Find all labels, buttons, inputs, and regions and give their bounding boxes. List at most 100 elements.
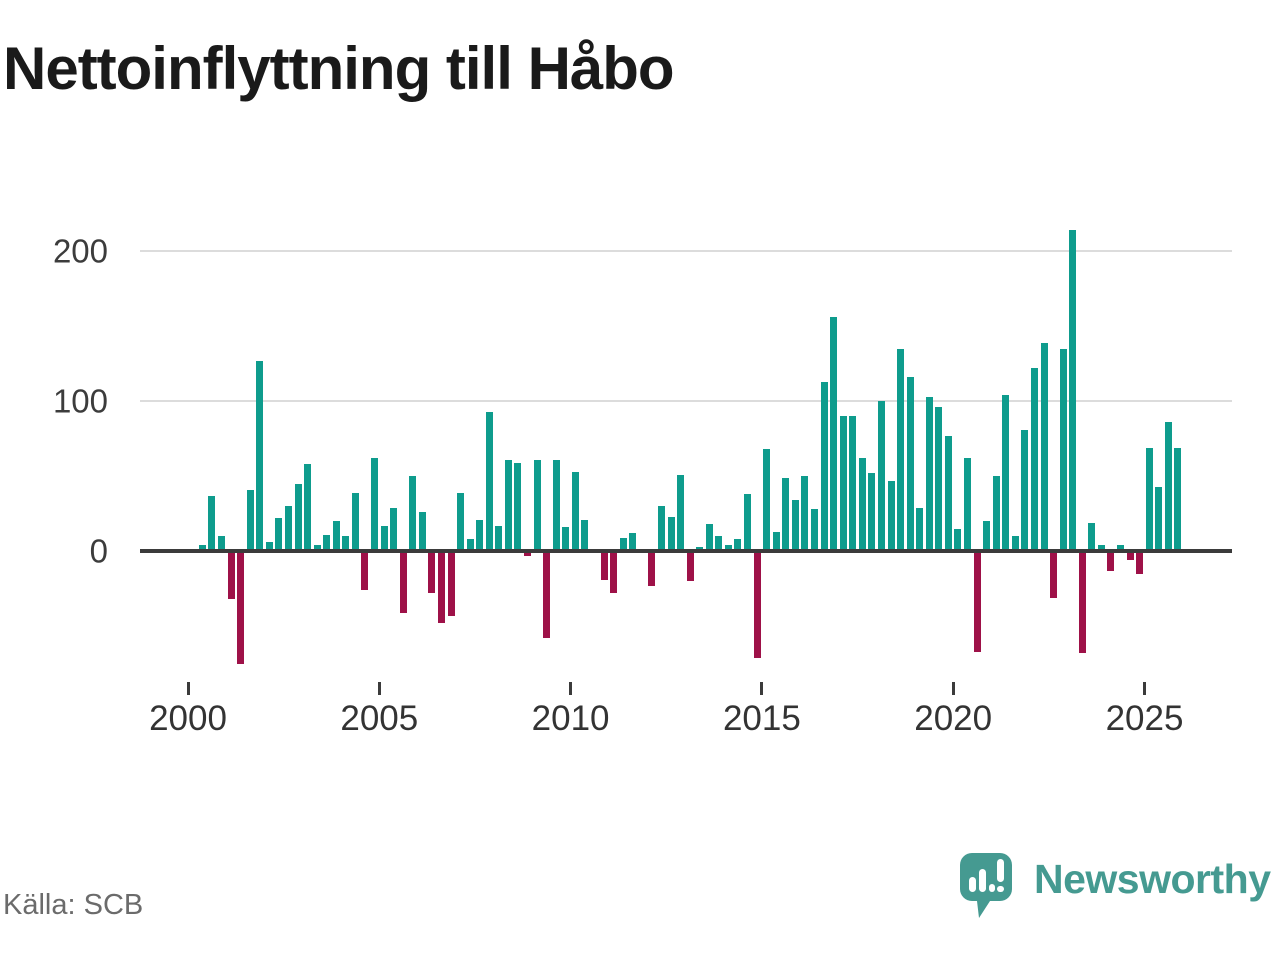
bar-2006-q4 bbox=[447, 551, 455, 616]
bar-2002-q1 bbox=[265, 542, 273, 551]
x-axis-tick-2025 bbox=[1143, 682, 1146, 695]
bar-2024-q1 bbox=[1107, 551, 1115, 571]
bar-2005-q1 bbox=[380, 525, 388, 551]
bar-2004-q3 bbox=[361, 551, 369, 590]
gridline-200 bbox=[140, 250, 1232, 252]
bar-2025-q1 bbox=[1145, 447, 1153, 551]
bar-2008-q2 bbox=[504, 459, 512, 551]
bar-2009-q4 bbox=[562, 527, 570, 551]
bar-2012-q3 bbox=[667, 516, 675, 551]
bar-2003-q1 bbox=[304, 464, 312, 551]
x-axis-tick-2020 bbox=[951, 682, 955, 695]
bar-2014-q2 bbox=[734, 539, 742, 551]
bar-2002-q4 bbox=[294, 483, 302, 551]
bar-2005-q4 bbox=[409, 476, 417, 551]
bar-2012-q2 bbox=[657, 506, 665, 551]
bar-2016-q3 bbox=[820, 381, 828, 551]
x-axis-tick-2010 bbox=[569, 682, 573, 695]
bar-2017-q2 bbox=[849, 416, 857, 551]
bar-2013-q2 bbox=[696, 546, 704, 551]
bar-2009-q3 bbox=[552, 459, 560, 551]
bar-2015-q2 bbox=[772, 531, 780, 551]
bar-2023-q1 bbox=[1069, 230, 1077, 551]
bar-2006-q2 bbox=[428, 551, 436, 593]
bar-2013-q3 bbox=[705, 524, 713, 551]
bar-2019-q4 bbox=[944, 435, 952, 551]
bar-2002-q3 bbox=[284, 506, 292, 551]
bar-2018-q3 bbox=[897, 348, 905, 551]
bar-2013-q1 bbox=[686, 551, 694, 581]
source-note: Källa: SCB bbox=[3, 889, 144, 921]
bar-2011-q1 bbox=[610, 551, 618, 593]
bar-2019-q2 bbox=[925, 396, 933, 551]
y-axis-label-200: 200 bbox=[52, 232, 108, 270]
bar-2001-q1 bbox=[227, 551, 235, 599]
x-axis-label-2005: 2005 bbox=[340, 699, 419, 738]
bar-2003-q4 bbox=[332, 521, 340, 551]
bar-2021-q1 bbox=[992, 476, 1000, 551]
bar-2014-q4 bbox=[753, 551, 761, 658]
zero-axis-line bbox=[140, 549, 1232, 553]
x-axis-tick-2005 bbox=[377, 682, 381, 695]
newsworthy-speech-bubble-bar-chart-icon bbox=[960, 853, 1012, 918]
bar-2000-q4 bbox=[217, 536, 225, 551]
bar-2012-q4 bbox=[677, 474, 685, 551]
bar-2021-q3 bbox=[1011, 536, 1019, 551]
bar-2017-q4 bbox=[868, 473, 876, 551]
bar-2018-q4 bbox=[906, 377, 914, 551]
bar-2006-q3 bbox=[437, 551, 445, 623]
bar-2001-q3 bbox=[246, 489, 254, 551]
bar-2007-q2 bbox=[466, 539, 474, 551]
bar-2009-q1 bbox=[533, 459, 541, 551]
bar-2008-q4 bbox=[524, 551, 532, 556]
y-axis-label-0: 0 bbox=[89, 532, 108, 570]
bar-2008-q1 bbox=[495, 525, 503, 551]
bar-2024-q4 bbox=[1136, 551, 1144, 574]
x-axis-tick-2015 bbox=[760, 682, 764, 695]
gridline-100 bbox=[140, 400, 1232, 402]
bar-2011-q2 bbox=[619, 537, 627, 551]
newsworthy-logo-text: Newsworthy bbox=[1034, 856, 1271, 902]
bar-2024-q2 bbox=[1117, 545, 1125, 551]
bar-2025-q4 bbox=[1174, 447, 1182, 551]
bar-2004-q1 bbox=[342, 536, 350, 551]
bar-2006-q1 bbox=[418, 512, 426, 551]
bar-2001-q4 bbox=[256, 360, 264, 551]
bar-2017-q3 bbox=[858, 458, 866, 551]
x-axis-tick-2000 bbox=[186, 682, 190, 695]
bar-2024-q3 bbox=[1126, 551, 1134, 560]
bar-2015-q3 bbox=[782, 477, 790, 551]
bar-2007-q3 bbox=[476, 519, 484, 551]
bar-2000-q3 bbox=[208, 495, 216, 551]
bar-2022-q4 bbox=[1059, 348, 1067, 551]
bar-2018-q1 bbox=[877, 401, 885, 551]
bar-2019-q1 bbox=[916, 507, 924, 551]
bar-2003-q2 bbox=[313, 545, 321, 551]
bar-2018-q2 bbox=[887, 480, 895, 551]
bar-2016-q4 bbox=[830, 317, 838, 551]
bar-2022-q1 bbox=[1030, 368, 1038, 551]
bar-2005-q2 bbox=[390, 507, 398, 551]
bar-2022-q2 bbox=[1040, 342, 1048, 551]
bar-2016-q1 bbox=[801, 476, 809, 551]
bar-2017-q1 bbox=[839, 416, 847, 551]
bar-2021-q2 bbox=[1002, 395, 1010, 551]
chart-title: Nettoinflyttning till Håbo bbox=[3, 35, 675, 102]
bar-2023-q2 bbox=[1078, 551, 1086, 653]
bar-2003-q3 bbox=[323, 534, 331, 551]
bar-2015-q1 bbox=[763, 449, 771, 551]
x-axis-label-2020: 2020 bbox=[914, 699, 993, 738]
bar-2004-q4 bbox=[371, 458, 379, 551]
bar-2004-q2 bbox=[351, 492, 359, 551]
bar-2005-q3 bbox=[399, 551, 407, 613]
bar-2009-q2 bbox=[543, 551, 551, 638]
bar-2007-q1 bbox=[457, 492, 465, 551]
bar-2021-q4 bbox=[1021, 429, 1029, 551]
bar-2014-q1 bbox=[724, 545, 732, 551]
bar-2000-q2 bbox=[198, 545, 206, 551]
bar-2010-q4 bbox=[600, 551, 608, 580]
x-axis-label-2000: 2000 bbox=[149, 699, 227, 738]
x-axis-label-2015: 2015 bbox=[722, 699, 801, 738]
bar-2016-q2 bbox=[810, 509, 818, 551]
